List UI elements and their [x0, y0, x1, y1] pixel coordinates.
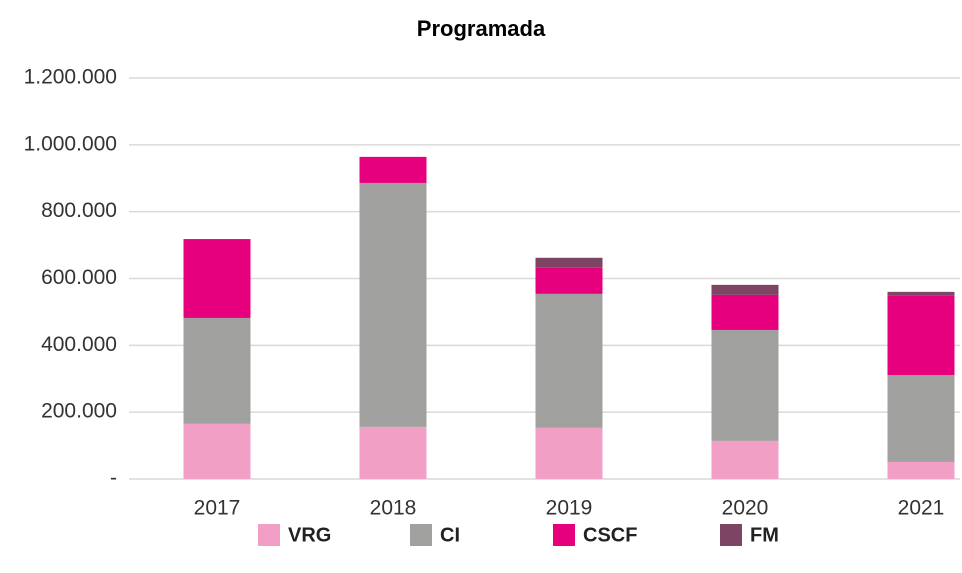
x-tick-label: 2021 — [898, 497, 945, 520]
x-tick-label: 2020 — [722, 497, 769, 520]
bar-segment — [183, 239, 251, 318]
x-tick-label: 2017 — [194, 497, 241, 520]
chart-title: Programada — [417, 16, 546, 41]
legend-swatch — [720, 524, 742, 546]
bar-segment — [711, 440, 779, 479]
legend-swatch — [410, 524, 432, 546]
bar-segment — [535, 257, 603, 268]
legend-swatch — [258, 524, 280, 546]
y-tick-label: 800.000 — [41, 199, 117, 222]
x-tick-label: 2019 — [546, 497, 593, 520]
bar-segment — [359, 182, 427, 427]
bar-segment — [887, 291, 955, 296]
legend-label: VRG — [288, 524, 331, 546]
bar-segment — [711, 284, 779, 295]
bar-segment — [887, 375, 955, 462]
bar-segment — [887, 295, 955, 376]
y-tick-label: 200.000 — [41, 400, 117, 423]
bar-segment — [183, 317, 251, 424]
bar-segment — [535, 293, 603, 428]
bar-segment — [535, 267, 603, 294]
bar-segment — [183, 423, 251, 479]
y-tick-label: 1.000.000 — [24, 132, 117, 155]
bar-segment — [535, 427, 603, 479]
y-tick-label: 400.000 — [41, 333, 117, 356]
y-tick-label: 1.200.000 — [24, 66, 117, 89]
legend-label: CI — [440, 524, 460, 546]
bar-segment — [359, 426, 427, 479]
y-tick-label: - — [110, 467, 117, 490]
legend-swatch — [553, 524, 575, 546]
legend-label: CSCF — [583, 524, 637, 546]
bar-segment — [711, 294, 779, 330]
legend-label: FM — [750, 524, 779, 546]
bar-segment — [887, 461, 955, 479]
x-tick-label: 2018 — [370, 497, 417, 520]
y-tick-label: 600.000 — [41, 266, 117, 289]
bar-segment — [711, 329, 779, 441]
bar-segment — [359, 156, 427, 183]
